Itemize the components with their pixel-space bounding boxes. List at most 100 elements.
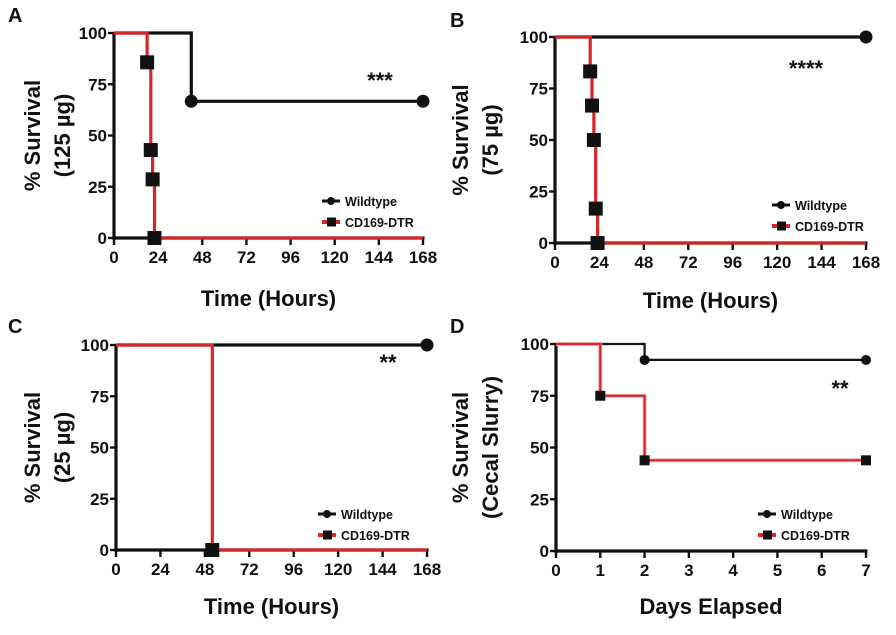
x-tick-label: 2 [640, 561, 649, 580]
data-point [861, 354, 871, 365]
legend-label: CD169-DTR [341, 529, 410, 543]
panel-letter: C [8, 316, 22, 338]
legend-label: CD169-DTR [781, 529, 850, 543]
panel-d: D 0 25 50 75 100 0 1 2 3 4 5 6 7 Days Elapsed % Surviva… [448, 316, 871, 619]
x-tick-label: 0 [550, 253, 559, 272]
data-point [583, 64, 598, 79]
data-point [184, 94, 198, 108]
significance-annotation: ** [831, 376, 849, 401]
x-tick-label: 4 [728, 561, 738, 580]
x-tick-label: 144 [807, 253, 836, 272]
significance-annotation: **** [789, 56, 824, 81]
data-point [639, 354, 650, 365]
y-tick-label: 75 [529, 80, 548, 99]
data-point [859, 30, 873, 44]
x-tick-label: 5 [773, 561, 782, 580]
legend: Wildtype CD169-DTR [322, 195, 414, 230]
y-tick-label: 25 [90, 490, 109, 509]
y-axis-subtitle: (125 µg) [50, 94, 75, 178]
series-line [116, 343, 427, 552]
data-point [639, 455, 650, 466]
x-tick-label: 0 [551, 561, 560, 580]
x-tick-label: 1 [596, 561, 605, 580]
x-axis-title: Time (Hours) [201, 286, 336, 311]
y-tick-label: 0 [540, 542, 549, 561]
x-tick-label: 0 [109, 248, 118, 267]
y-axis-title: % Survival [448, 84, 473, 195]
series-wildtype [114, 31, 430, 108]
data-point [585, 98, 600, 113]
data-point [861, 455, 871, 466]
x-tick-label: 144 [365, 248, 394, 267]
series-line [114, 31, 423, 103]
x-tick-label: 168 [413, 560, 441, 579]
legend: Wildtype CD169-DTR [758, 508, 850, 543]
y-tick-label: 50 [530, 439, 549, 458]
x-tick-label: 48 [195, 560, 214, 579]
x-tick-label: 72 [240, 560, 259, 579]
y-tick-label: 50 [88, 127, 107, 146]
x-tick-label: 168 [852, 253, 880, 272]
axes: 0 25 50 75 100 0 24 48 72 96 120 144 168 [81, 336, 442, 579]
data-point [416, 94, 430, 108]
panel-c: C 0 25 50 75 100 0 24 48 72 96 120 144 168 Time (Hours… [8, 316, 441, 619]
data-point [205, 543, 220, 557]
axes: 0 25 50 75 100 0 1 2 3 4 5 6 7 [521, 335, 871, 580]
panel-letter: A [8, 5, 22, 27]
y-tick-label: 75 [90, 387, 109, 406]
legend-label: Wildtype [795, 199, 847, 213]
legend-marker-wildtype [777, 201, 785, 209]
series-line [556, 342, 866, 361]
y-tick-label: 25 [530, 490, 549, 509]
data-point [147, 231, 162, 245]
data-point [140, 55, 155, 70]
y-axis-subtitle: (75 µg) [478, 104, 503, 175]
x-tick-label: 3 [684, 561, 693, 580]
y-tick-label: 0 [100, 541, 109, 560]
legend-label: Wildtype [345, 195, 397, 209]
legend: Wildtype CD169-DTR [772, 199, 864, 234]
x-tick-label: 96 [723, 253, 742, 272]
x-tick-label: 96 [281, 248, 300, 267]
axes: 0 25 50 75 100 0 24 48 72 96 120 144 168 [520, 28, 881, 272]
panel-letter: B [450, 10, 464, 32]
series-cd169-dtr [114, 31, 423, 245]
x-tick-label: 120 [321, 248, 349, 267]
x-tick-label: 72 [679, 253, 698, 272]
x-axis-title: Time (Hours) [643, 288, 778, 313]
data-point [420, 338, 434, 352]
x-tick-label: 144 [368, 560, 397, 579]
y-tick-label: 0 [98, 229, 107, 248]
data-point [588, 201, 603, 216]
legend-marker-cd169 [763, 530, 772, 540]
data-point [595, 390, 606, 401]
x-tick-label: 24 [151, 560, 170, 579]
series-line [556, 342, 866, 462]
legend: Wildtype CD169-DTR [318, 508, 410, 543]
y-axis-title: % Survival [20, 392, 45, 503]
y-tick-label: 100 [79, 24, 107, 43]
series-wildtype [555, 30, 873, 44]
legend-marker-cd169 [323, 530, 332, 540]
legend-marker-cd169 [777, 221, 786, 231]
data-point [590, 236, 605, 250]
panel-a: A 0 25 50 75 100 0 24 48 72 96 120 144 168 Time (Hours… [8, 5, 437, 311]
y-tick-label: 25 [88, 178, 107, 197]
legend-label: CD169-DTR [795, 220, 864, 234]
axes: 0 25 50 75 100 0 24 48 72 96 120 144 168 [79, 24, 438, 267]
x-tick-label: 48 [634, 253, 653, 272]
x-tick-label: 6 [817, 561, 826, 580]
significance-annotation: *** [367, 68, 393, 93]
legend-label: CD169-DTR [345, 216, 414, 230]
x-tick-label: 24 [590, 253, 609, 272]
x-tick-label: 168 [409, 248, 437, 267]
significance-annotation: ** [379, 350, 397, 375]
y-tick-label: 50 [529, 131, 548, 150]
x-tick-label: 120 [324, 560, 352, 579]
y-axis-title: % Survival [448, 392, 473, 503]
y-tick-label: 75 [88, 75, 107, 94]
y-tick-label: 100 [521, 335, 549, 354]
series-cd169-dtr [555, 35, 866, 250]
series-cd169-dtr [116, 343, 427, 557]
